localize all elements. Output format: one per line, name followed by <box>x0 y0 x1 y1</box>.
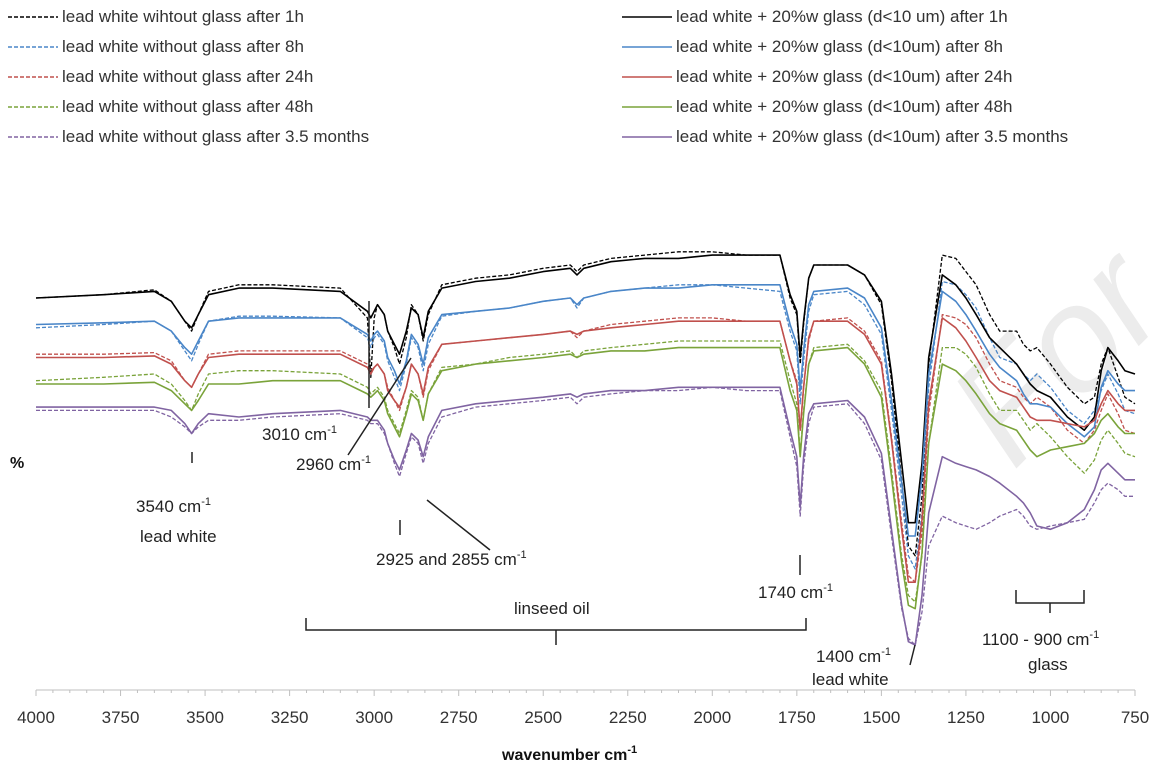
legend-label-8: lead white + 20%w glass (d<10um) after 2… <box>676 67 1012 86</box>
x-tick-label: 2250 <box>609 708 647 727</box>
leader-2960 <box>347 357 412 456</box>
legend-label-3: lead white without glass after 24h <box>62 67 313 86</box>
annotation-glass: glass <box>1028 655 1068 674</box>
legend-label-7: lead white + 20%w glass (d<10um) after 8… <box>676 37 1003 56</box>
annotation-lead-white-1400: lead white <box>812 670 889 689</box>
legend-label-10: lead white + 20%w glass (d<10um) after 3… <box>676 127 1068 146</box>
x-tick-label: 3250 <box>271 708 309 727</box>
annotation-1740: 1740 cm-1 <box>758 582 833 602</box>
series-line-5 <box>36 386 1135 646</box>
y-axis-title: % <box>10 455 24 472</box>
x-tick-label: 3750 <box>102 708 140 727</box>
x-tick-label: 4000 <box>17 708 55 727</box>
annotation-lead-white-3540: lead white <box>140 527 217 546</box>
legend-label-1: lead white wihtout glass after 1h <box>62 7 304 26</box>
x-tick-label: 3000 <box>355 708 393 727</box>
legend-label-9: lead white + 20%w glass (d<10um) after 4… <box>676 97 1012 116</box>
legend-label-4: lead white without glass after 48h <box>62 97 313 116</box>
x-tick-label: 3500 <box>186 708 224 727</box>
leader-2855 <box>426 499 491 551</box>
x-tick-label: 2750 <box>440 708 478 727</box>
x-tick-label: 1750 <box>778 708 816 727</box>
leader-1400 <box>909 644 916 666</box>
glass-bracket <box>1015 590 1085 613</box>
x-tick-label: 750 <box>1121 708 1149 727</box>
series-line-10 <box>36 386 1135 646</box>
x-tick-label: 1250 <box>947 708 985 727</box>
x-tick-label: 1500 <box>862 708 900 727</box>
x-axis-title: wavenumber cm-1 <box>501 744 637 764</box>
x-axis-minor-ticks <box>52 690 1119 693</box>
annotation-1100-900: 1100 - 900 cm-1 <box>982 629 1099 649</box>
x-tick-label: 1000 <box>1032 708 1070 727</box>
legend-label-6: lead white + 20%w glass (d<10 um) after … <box>676 7 1008 26</box>
annotation-2960: 2960 cm-1 <box>296 454 371 474</box>
series-layer <box>35 251 1136 646</box>
annotation-2925-2855: 2925 and 2855 cm-1 <box>376 549 527 569</box>
x-tick-label: 2000 <box>693 708 731 727</box>
linseed-oil-bracket <box>305 618 807 645</box>
legend: lead white wihtout glass after 1h lead wh… <box>8 7 1068 146</box>
x-axis-title-sup: -1 <box>627 744 637 756</box>
legend-label-2: lead white without glass after 8h <box>62 37 304 56</box>
annotation-3010: 3010 cm-1 <box>262 424 337 444</box>
annotations: 3540 cm-1 lead white 3010 cm-1 2960 cm-1… <box>136 301 1099 689</box>
annotation-linseed-oil: linseed oil <box>514 599 590 618</box>
legend-label-5: lead white without glass after 3.5 month… <box>62 127 369 146</box>
x-axis-major-ticks: 4000 3750 3500 3250 3000 2750 2500 2250 2000 1750… <box>17 690 1149 727</box>
x-axis-title-text: wavenumber cm <box>501 747 627 764</box>
annotation-1400: 1400 cm-1 <box>816 646 891 666</box>
annotation-3540: 3540 cm-1 <box>136 496 211 516</box>
x-tick-label: 2500 <box>524 708 562 727</box>
series-line-9 <box>36 346 1135 610</box>
